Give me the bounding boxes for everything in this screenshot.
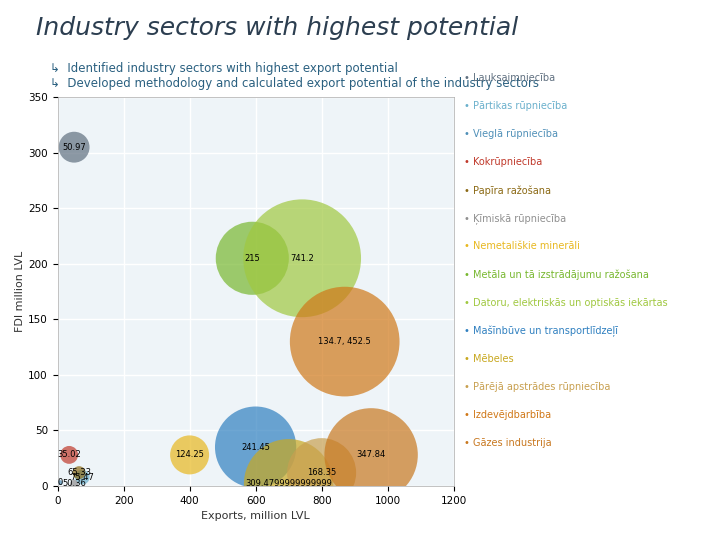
Text: • Papīra ražošana: • Papīra ražošana	[464, 185, 552, 195]
Text: • Metāla un tā izstrādājumu ražošana: • Metāla un tā izstrādājumu ražošana	[464, 269, 649, 280]
Text: • Pārtikas rūpniecība: • Pārtikas rūpniecība	[464, 101, 567, 111]
X-axis label: Exports, million LVL: Exports, million LVL	[201, 511, 310, 521]
Text: 309.4799999999999: 309.4799999999999	[246, 480, 332, 488]
Text: • Datoru, elektriskās un optiskās iekārtas: • Datoru, elektriskās un optiskās iekārt…	[464, 298, 668, 308]
Point	[76, 473, 88, 482]
Text: 741.2: 741.2	[290, 254, 314, 263]
Point	[283, 480, 294, 488]
Text: Industry sectors with highest potential: Industry sectors with highest potential	[36, 16, 518, 40]
Point	[246, 254, 258, 262]
Text: 215: 215	[244, 254, 260, 263]
Text: ↳  Identified industry sectors with highest export potential: ↳ Identified industry sectors with highe…	[50, 62, 398, 75]
Text: 50.36: 50.36	[62, 480, 86, 488]
Point	[339, 338, 351, 346]
Point	[297, 254, 308, 262]
Point	[55, 478, 66, 487]
Text: 347.84: 347.84	[356, 450, 386, 460]
Text: 0: 0	[58, 478, 63, 487]
Text: 35.02: 35.02	[58, 450, 81, 460]
Text: 168.35: 168.35	[307, 468, 336, 477]
Point	[316, 468, 328, 477]
Text: 50.97: 50.97	[62, 143, 86, 152]
Text: • Ķīmiskā rūpniecība: • Ķīmiskā rūpniecība	[464, 213, 567, 224]
Text: • Kokrūpniecība: • Kokrūpniecība	[464, 157, 543, 167]
Point	[73, 468, 85, 477]
Text: 134.7, 452.5: 134.7, 452.5	[318, 337, 371, 346]
Text: • Vieglā rūpniecība: • Vieglā rūpniecība	[464, 129, 559, 139]
Point	[250, 443, 261, 451]
Text: 65.33: 65.33	[67, 468, 91, 477]
Point	[68, 143, 80, 152]
Text: • Mēbeles: • Mēbeles	[464, 354, 514, 364]
Point	[63, 450, 75, 459]
Text: • Lauksaimniecība: • Lauksaimniecība	[464, 73, 556, 83]
Text: • Mašīnbūve un transportlīdzeļī: • Mašīnbūve un transportlīdzeļī	[464, 326, 618, 337]
Text: 75.47: 75.47	[71, 472, 94, 482]
Text: 124.25: 124.25	[175, 450, 204, 460]
Text: • Gāzes industrija: • Gāzes industrija	[464, 438, 552, 448]
Text: • Pārējā apstrādes rūpniecība: • Pārējā apstrādes rūpniecība	[464, 382, 611, 392]
Y-axis label: FDI million LVL: FDI million LVL	[15, 251, 25, 332]
Point	[184, 450, 195, 459]
Text: • Izdevējdbarbība: • Izdevējdbarbība	[464, 410, 552, 420]
Point	[68, 480, 80, 488]
Text: • Nemetališkie minerāli: • Nemetališkie minerāli	[464, 241, 580, 252]
Text: 241.45: 241.45	[241, 443, 270, 451]
Point	[365, 450, 377, 459]
Text: ↳  Developed methodology and calculated export potential of the industry sectors: ↳ Developed methodology and calculated e…	[50, 77, 539, 90]
